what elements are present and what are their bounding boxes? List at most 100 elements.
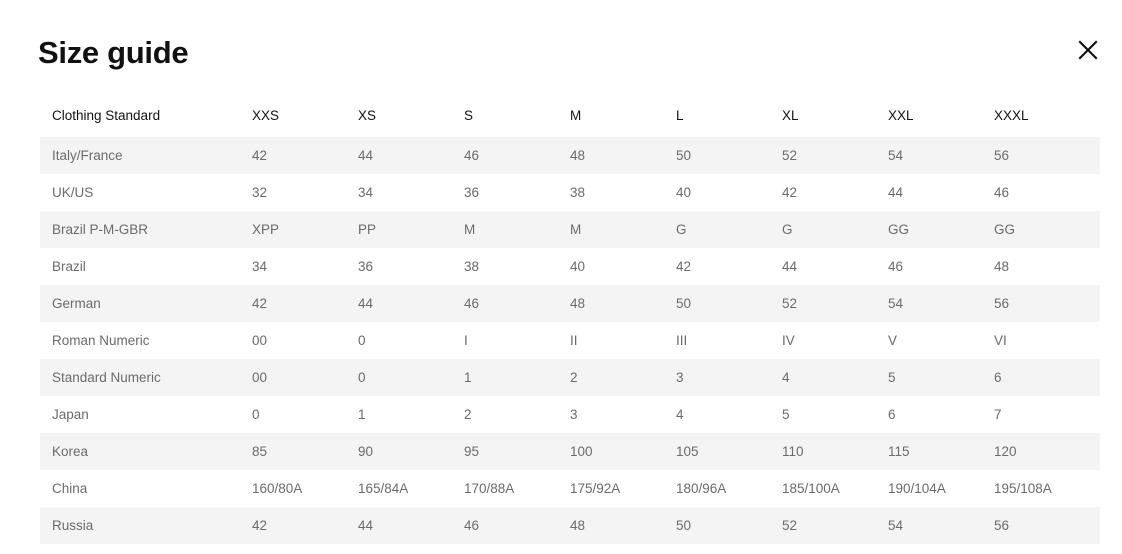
- cell: 180/96A: [676, 481, 727, 496]
- column-header-l: L: [676, 108, 684, 123]
- cell: 6: [888, 407, 896, 422]
- cell: 48: [570, 296, 586, 311]
- table-header-row: Clothing Standard XXS XS S M L XL XXL XX…: [40, 96, 1100, 137]
- close-button[interactable]: [1070, 32, 1106, 68]
- row-label: Roman Numeric: [52, 333, 150, 348]
- cell: 56: [994, 148, 1010, 163]
- modal-header: Size guide: [0, 0, 1122, 96]
- close-icon: [1077, 39, 1099, 61]
- cell: II: [570, 333, 578, 348]
- cell: 3: [676, 370, 684, 385]
- table-row: German 42 44 46 48 50 52 54 56: [40, 285, 1100, 322]
- cell: 32: [252, 185, 268, 200]
- cell: GG: [994, 222, 1016, 237]
- cell: 50: [676, 296, 692, 311]
- cell: V: [888, 333, 898, 348]
- cell: 54: [888, 148, 904, 163]
- cell: 44: [888, 185, 904, 200]
- table-row: Brazil 34 36 38 40 42 44 46 48: [40, 248, 1100, 285]
- row-label: Standard Numeric: [52, 370, 161, 385]
- cell: 42: [782, 185, 798, 200]
- cell: 6: [994, 370, 1002, 385]
- column-header-clothing-standard: Clothing Standard: [52, 108, 161, 123]
- row-label: China: [52, 481, 88, 496]
- cell: 1: [464, 370, 472, 385]
- cell: 85: [252, 444, 268, 459]
- cell: 2: [570, 370, 578, 385]
- cell: 5: [782, 407, 790, 422]
- cell: 42: [252, 148, 268, 163]
- cell: 52: [782, 148, 798, 163]
- cell: 100: [570, 444, 593, 459]
- cell: 4: [676, 407, 684, 422]
- cell: I: [464, 333, 468, 348]
- cell: VI: [994, 333, 1007, 348]
- cell: 115: [888, 444, 910, 459]
- cell: 00: [252, 333, 268, 348]
- cell: 48: [570, 518, 586, 533]
- column-header-s: S: [464, 108, 474, 123]
- row-label: Russia: [52, 518, 94, 533]
- row-label: UK/US: [52, 185, 94, 200]
- cell: 36: [358, 259, 374, 274]
- cell: 42: [252, 296, 268, 311]
- cell: 0: [358, 333, 366, 348]
- cell: PP: [358, 222, 377, 237]
- cell: 00: [252, 370, 268, 385]
- cell: M: [570, 222, 582, 237]
- table-row: Korea 85 90 95 100 105 110 115 120: [40, 433, 1100, 470]
- size-guide-table-wrapper: Clothing Standard XXS XS S M L XL XXL XX…: [40, 96, 1100, 544]
- column-header-xs: XS: [358, 108, 377, 123]
- cell: 46: [464, 148, 480, 163]
- cell: 44: [358, 518, 374, 533]
- cell: 52: [782, 296, 798, 311]
- column-header-m: M: [570, 108, 582, 123]
- cell: 90: [358, 444, 374, 459]
- cell: 50: [676, 518, 692, 533]
- cell: 165/84A: [358, 481, 409, 496]
- cell: 0: [252, 407, 260, 422]
- cell: 1: [358, 407, 366, 422]
- row-label: Brazil: [52, 259, 86, 274]
- cell: 38: [570, 185, 586, 200]
- cell: 40: [676, 185, 692, 200]
- cell: 190/104A: [888, 481, 946, 496]
- cell: 185/100A: [782, 481, 840, 496]
- cell: 7: [994, 407, 1002, 422]
- cell: 46: [464, 518, 480, 533]
- table-header: Clothing Standard XXS XS S M L XL XXL XX…: [40, 96, 1100, 137]
- table-row: Standard Numeric 00 0 1 2 3 4 5 6: [40, 359, 1100, 396]
- table-row: Italy/France 42 44 46 48 50 52 54 56: [40, 137, 1100, 174]
- cell: XPP: [252, 222, 280, 237]
- cell: 195/108A: [994, 481, 1052, 496]
- cell: 34: [358, 185, 374, 200]
- column-header-xxs: XXS: [252, 108, 280, 123]
- cell: 48: [994, 259, 1010, 274]
- cell: 120: [994, 444, 1017, 459]
- cell: 56: [994, 518, 1010, 533]
- page-title: Size guide: [38, 35, 189, 70]
- cell: 56: [994, 296, 1010, 311]
- cell: 170/88A: [464, 481, 515, 496]
- table-row: Brazil P-M-GBR XPP PP M M G G GG GG: [40, 211, 1100, 248]
- cell: 5: [888, 370, 896, 385]
- cell: 44: [358, 148, 374, 163]
- row-label: Italy/France: [52, 148, 123, 163]
- cell: 54: [888, 296, 904, 311]
- cell: 2: [464, 407, 472, 422]
- cell: 38: [464, 259, 480, 274]
- size-guide-table: Clothing Standard XXS XS S M L XL XXL XX…: [40, 96, 1100, 544]
- row-label: Brazil P-M-GBR: [52, 222, 149, 237]
- cell: 42: [252, 518, 268, 533]
- column-header-xxl: XXL: [888, 108, 914, 123]
- table-row: Russia 42 44 46 48 50 52 54 56: [40, 507, 1100, 544]
- cell: 34: [252, 259, 268, 274]
- table-row: UK/US 32 34 36 38 40 42 44 46: [40, 174, 1100, 211]
- table-row: China 160/80A 165/84A 170/88A 175/92A 18…: [40, 470, 1100, 507]
- cell: 42: [676, 259, 692, 274]
- column-header-xl: XL: [782, 108, 799, 123]
- cell: 48: [570, 148, 586, 163]
- table-body: Italy/France 42 44 46 48 50 52 54 56 UK/…: [40, 137, 1100, 544]
- cell: 52: [782, 518, 798, 533]
